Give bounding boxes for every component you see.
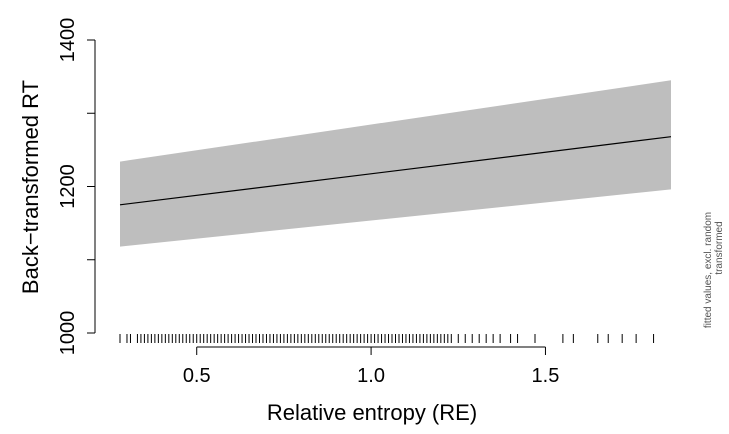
- x-tick-label: 1.0: [357, 365, 385, 387]
- y-axis-title: Back−transformed RT: [18, 80, 43, 294]
- confidence-band: [120, 80, 671, 247]
- y-tick-label: 1000: [57, 311, 79, 356]
- side-note-line-2: transformed: [714, 221, 725, 274]
- fit-line-layer: [119, 136, 672, 206]
- y-axis: 1000 1200 1400: [57, 18, 96, 356]
- y-tick-label: 1400: [57, 18, 79, 63]
- x-tick-label: 1.5: [532, 365, 560, 387]
- confidence-band-layer: [120, 80, 671, 247]
- x-axis: 0.5 1.0 1.5: [183, 346, 560, 387]
- fit-line: [119, 136, 672, 206]
- side-note-line-1: fitted values, excl. random: [703, 212, 714, 328]
- rug-layer: [119, 334, 655, 343]
- x-axis-title: Relative entropy (RE): [267, 400, 477, 425]
- x-tick-label: 0.5: [183, 365, 211, 387]
- y-tick-label: 1200: [57, 164, 79, 209]
